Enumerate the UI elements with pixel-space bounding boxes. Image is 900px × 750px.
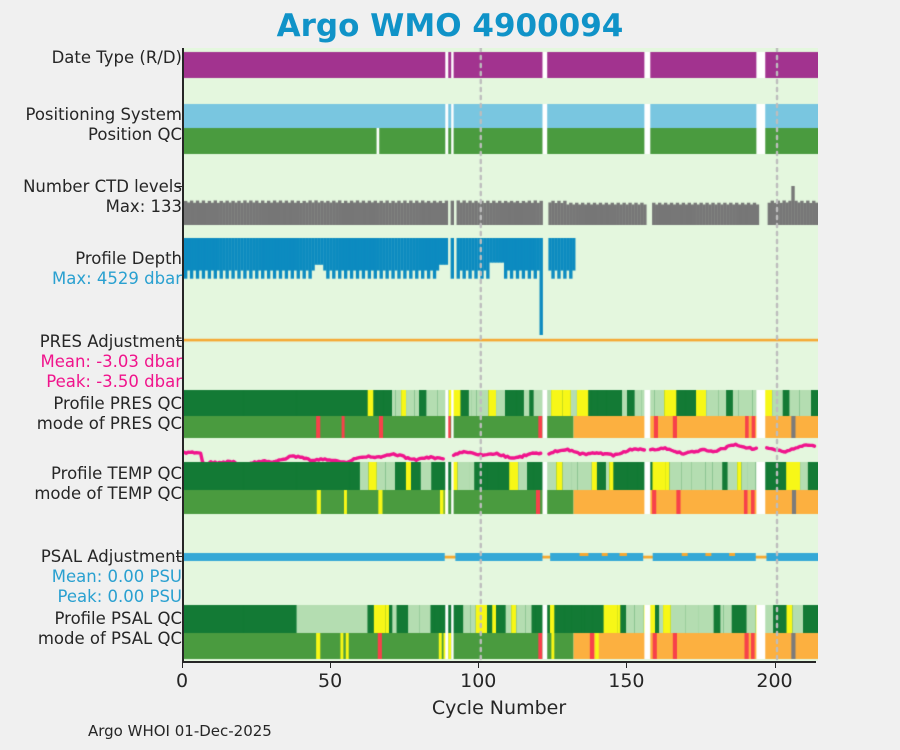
row-label-date-type: Date Type (R/D): [52, 48, 182, 68]
footer-credit: Argo WHOI 01-Dec-2025: [88, 722, 272, 740]
row-label-pres-adjustment: PRES Adjustment Mean: -3.03 dbar Peak: -3.…: [40, 332, 182, 392]
row-tick-mark: [176, 340, 183, 341]
row-label-line: Max: 133: [105, 197, 182, 216]
row-label-profile-temp-qc: Profile TEMP QC mode of TEMP QC: [34, 464, 182, 504]
row-label-line: Peak: 0.00 PSU: [57, 587, 182, 606]
row-label-line: Peak: -3.50 dbar: [46, 372, 182, 391]
row-label-line: Profile PRES QC: [53, 394, 182, 413]
row-label-line: mode of PRES QC: [36, 414, 182, 433]
x-tick: [774, 661, 776, 668]
x-tick-label: 100: [460, 670, 497, 692]
row-label-psal-adjustment: PSAL Adjustment Mean: 0.00 PSU Peak: 0.00 …: [41, 547, 182, 607]
row-label-line: Mean: 0.00 PSU: [51, 567, 182, 586]
x-tick-label: 150: [608, 670, 645, 692]
row-label-line: Mean: -3.03 dbar: [40, 352, 182, 371]
row-label-line: Profile TEMP QC: [51, 464, 182, 483]
row-label-line: PSAL Adjustment: [40, 547, 182, 566]
x-tick: [626, 661, 628, 668]
row-tick-mark: [176, 186, 183, 187]
x-tick-label: 200: [756, 670, 793, 692]
row-label-profile-depth: Profile Depth Max: 4529 dbar: [52, 249, 182, 289]
row-label-line: mode of TEMP QC: [34, 484, 182, 503]
row-label-line: Date Type (R/D): [51, 48, 182, 67]
x-axis-line: [182, 661, 816, 663]
x-tick-label: 50: [318, 670, 343, 692]
row-label-profile-psal-qc: Profile PSAL QC mode of PSAL QC: [38, 609, 182, 649]
row-label-line: Profile PSAL QC: [54, 609, 182, 628]
plot-canvas: [184, 48, 818, 661]
x-tick: [182, 661, 183, 668]
x-tick-label: 0: [175, 670, 189, 692]
row-label-positioning: Positioning System Position QC: [25, 105, 182, 145]
x-axis-label: Cycle Number: [431, 697, 567, 719]
row-label-line: Positioning System: [25, 105, 182, 124]
row-label-ctd-levels: Number CTD levels Max: 133: [23, 177, 182, 217]
x-tick: [330, 661, 332, 668]
row-label-line: Position QC: [88, 125, 182, 144]
row-label-profile-pres-qc: Profile PRES QC mode of PRES QC: [37, 394, 182, 434]
row-label-line: Profile Depth: [75, 249, 182, 268]
row-label-line: Max: 4529 dbar: [52, 269, 182, 288]
row-label-line: PRES Adjustment: [39, 332, 182, 351]
row-label-line: mode of PSAL QC: [37, 629, 182, 648]
row-tick-mark: [176, 556, 183, 557]
plot-area: [182, 48, 818, 661]
x-tick: [478, 661, 480, 668]
page-title: Argo WMO 4900094: [276, 8, 624, 44]
row-label-line: Number CTD levels: [23, 177, 182, 196]
